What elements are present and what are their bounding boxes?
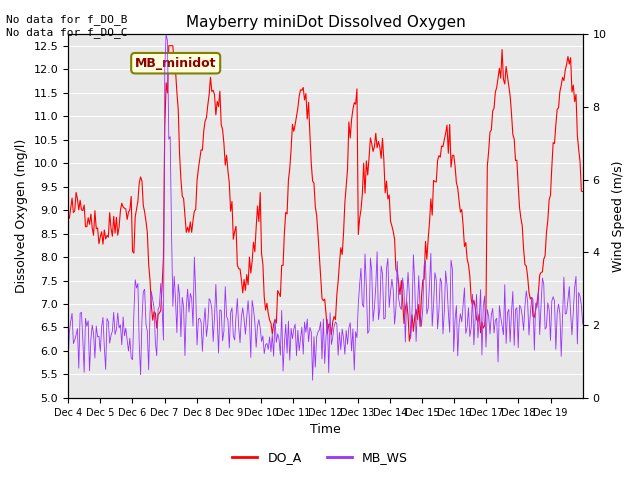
Line: DO_A: DO_A [68, 46, 583, 341]
Y-axis label: Dissolved Oxygen (mg/l): Dissolved Oxygen (mg/l) [15, 139, 28, 293]
DO_A [579, 189, 587, 194]
DO_A [406, 338, 413, 344]
DO_A [330, 313, 338, 319]
X-axis label: Time: Time [310, 423, 340, 436]
MB_WS [163, 31, 170, 37]
MB_WS [64, 360, 72, 365]
MB_WS [579, 321, 587, 327]
MB_WS [82, 315, 90, 321]
MB_WS [98, 324, 106, 330]
DO_A [510, 136, 518, 142]
Y-axis label: Wind Speed (m/s): Wind Speed (m/s) [612, 160, 625, 272]
MB_WS [577, 302, 585, 308]
Legend: DO_A, MB_WS: DO_A, MB_WS [227, 446, 413, 469]
MB_WS [510, 343, 518, 348]
DO_A [434, 157, 442, 163]
MB_WS [308, 377, 316, 383]
Title: Mayberry miniDot Dissolved Oxygen: Mayberry miniDot Dissolved Oxygen [186, 15, 465, 30]
DO_A [165, 43, 173, 48]
MB_WS [434, 326, 442, 332]
DO_A [98, 229, 106, 235]
MB_WS [332, 319, 339, 325]
DO_A [577, 188, 585, 194]
Text: No data for f_DO_B
No data for f_DO_C: No data for f_DO_B No data for f_DO_C [6, 14, 128, 38]
Text: MB_minidot: MB_minidot [135, 57, 216, 70]
Line: MB_WS: MB_WS [68, 34, 583, 380]
DO_A [64, 212, 72, 217]
DO_A [82, 224, 90, 229]
